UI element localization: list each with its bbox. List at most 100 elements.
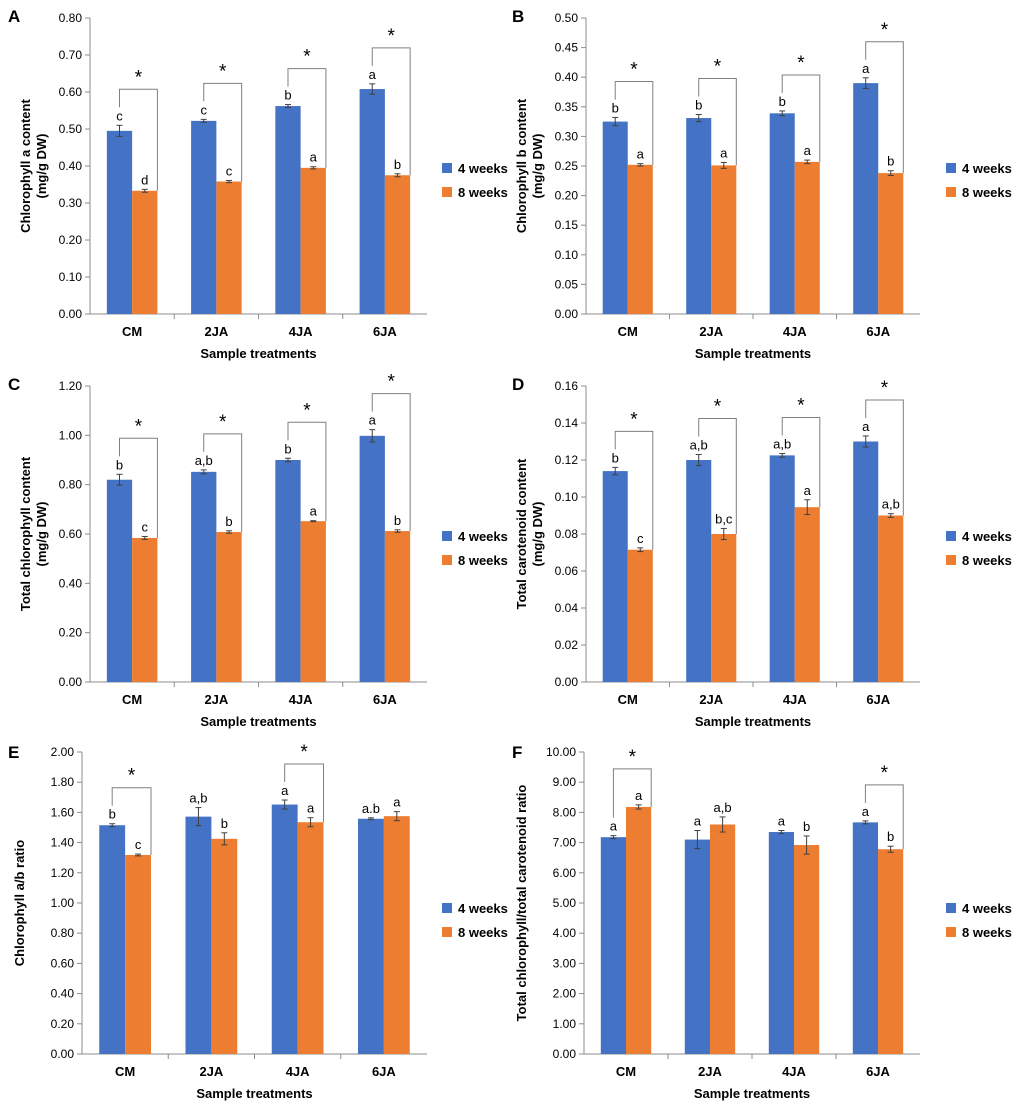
bar-4-weeks	[359, 435, 385, 682]
group-letter: a	[862, 804, 870, 819]
significance-star: *	[128, 766, 136, 787]
y-tick-label: 0.16	[555, 379, 579, 393]
bar-8-weeks	[216, 532, 242, 682]
y-axis-unit: (mg/g DW)	[530, 134, 545, 199]
group-letter: a	[720, 145, 728, 160]
y-tick-label: 0.70	[59, 48, 83, 62]
y-tick-label: 0.35	[555, 100, 579, 114]
significance-bracket	[203, 82, 243, 182]
y-tick-label: 1.40	[51, 836, 75, 850]
y-axis-title: Chlorophyll a content	[18, 99, 33, 233]
bar-8-weeks	[297, 822, 324, 1054]
bar-8-weeks	[794, 845, 820, 1054]
y-tick-label: 0.20	[59, 233, 83, 247]
legend-label: 8 weeks	[458, 185, 508, 200]
bar-8-weeks	[132, 190, 158, 314]
x-tick-label: CM	[122, 324, 142, 339]
group-letter: a	[610, 819, 618, 834]
group-letter: a	[369, 413, 377, 428]
group-letter: a,b	[690, 437, 708, 452]
panel-f: F 0.00 1.00 2.00 3.00 4.00 5.00 6.00 7.00 8.00 9.0…	[512, 743, 1012, 1101]
y-tick-label: 8.00	[553, 805, 577, 819]
group-letter: a,b	[882, 497, 900, 512]
x-tick-label: CM	[115, 1064, 135, 1079]
y-axis-title: Total chlorophyll/total carotenoid ratio	[514, 785, 529, 1022]
y-axis-title: Chlorophyll b content	[514, 98, 529, 233]
group-letter: a	[804, 483, 812, 498]
x-tick-label: 4JA	[782, 1064, 806, 1079]
group-letter: a,b	[714, 800, 732, 815]
y-tick-label: 9.00	[553, 775, 577, 789]
x-tick-label: 2JA	[204, 692, 228, 707]
significance-bracket	[371, 393, 411, 532]
group-letter: c	[116, 108, 123, 123]
y-axis-title: Chlorophyll a/b ratio	[12, 840, 27, 966]
y-tick-label: 1.60	[51, 805, 75, 819]
y-tick-label: 0.40	[51, 987, 75, 1001]
bar-4-weeks	[768, 832, 794, 1054]
group-letter: b	[394, 157, 401, 172]
panel-b: B 0.00 0.05 0.10 0.15 0.20 0.25 0.30 0.35 0.40 0.4…	[512, 7, 1012, 361]
x-tick-label: 6JA	[866, 324, 890, 339]
legend-label: 4 weeks	[962, 161, 1012, 176]
x-axis-title: Sample treatments	[695, 346, 811, 361]
legend-label: 8 weeks	[962, 553, 1012, 568]
group-letter: a	[307, 801, 315, 816]
group-letter: b	[695, 97, 702, 112]
bar-8-weeks	[211, 838, 238, 1054]
bar-8-weeks	[300, 167, 326, 314]
x-tick-label: 2JA	[698, 1064, 722, 1079]
x-tick-label: 4JA	[286, 1064, 310, 1079]
bar-8-weeks	[711, 534, 737, 682]
y-tick-label: 0.80	[59, 478, 83, 492]
y-tick-label: 1.00	[51, 896, 75, 910]
significance-star: *	[387, 26, 395, 47]
y-tick-label: 0.40	[59, 159, 83, 173]
y-axis-unit: (mg/g DW)	[34, 134, 49, 199]
significance-star: *	[300, 742, 308, 763]
significance-bracket	[287, 421, 327, 522]
x-tick-label: CM	[616, 1064, 636, 1079]
group-letter: a,b	[773, 437, 791, 452]
bar-8-weeks	[125, 854, 151, 1054]
y-tick-label: 0.00	[555, 675, 579, 689]
y-tick-label: 1.00	[59, 428, 83, 442]
group-letter: b	[109, 807, 116, 822]
panel-d: D 0.00 0.02 0.04 0.06 0.08 0.10 0.12 0.14 0.16 Tot…	[512, 375, 1012, 729]
bar-8-weeks	[132, 537, 158, 682]
panel-letter: B	[512, 7, 524, 26]
bar-4-weeks	[275, 106, 301, 314]
y-tick-label: 0.80	[59, 11, 83, 25]
y-tick-label: 7.00	[553, 836, 577, 850]
y-tick-label: 0.30	[59, 196, 83, 210]
y-tick-label: 1.00	[553, 1017, 577, 1031]
bar-4-weeks	[852, 822, 878, 1054]
bar-8-weeks	[384, 531, 411, 682]
group-letter: b	[284, 88, 291, 103]
group-letter: b	[284, 441, 291, 456]
bar-8-weeks	[300, 521, 326, 682]
group-letter: c	[200, 102, 207, 117]
y-tick-label: 0.14	[555, 416, 579, 430]
group-letter: a	[635, 788, 643, 803]
group-letter: b	[887, 829, 894, 844]
x-tick-label: 2JA	[699, 324, 723, 339]
legend-label: 4 weeks	[458, 901, 508, 916]
x-tick-label: CM	[618, 692, 638, 707]
group-letter: a.b	[362, 801, 380, 816]
group-letter: b	[116, 457, 123, 472]
significance-star: *	[630, 59, 638, 80]
bar-8-weeks	[878, 849, 904, 1054]
y-tick-label: 0.40	[555, 70, 579, 84]
significance-star: *	[135, 416, 143, 437]
group-letter: c	[135, 837, 142, 852]
significance-star: *	[387, 372, 395, 393]
bar-8-weeks	[711, 165, 737, 314]
legend-swatch-4-weeks	[946, 163, 956, 173]
y-tick-label: 0.25	[555, 159, 579, 173]
legend-swatch-4-weeks	[442, 163, 452, 173]
y-tick-label: 0.50	[59, 122, 83, 136]
y-tick-label: 10.00	[546, 745, 576, 759]
bar-4-weeks	[602, 121, 628, 314]
